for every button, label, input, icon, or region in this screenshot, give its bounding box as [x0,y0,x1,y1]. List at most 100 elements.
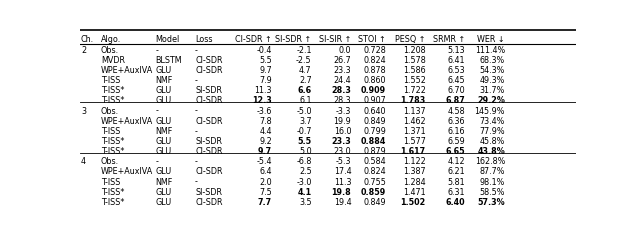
Text: 6.31: 6.31 [448,188,465,197]
Text: 0.728: 0.728 [364,46,386,55]
Text: 29.2%: 29.2% [477,97,505,106]
Text: 6.4: 6.4 [259,167,272,176]
Text: CI-SDR: CI-SDR [195,147,223,156]
Text: GLU: GLU [156,117,172,126]
Text: CI-SDR: CI-SDR [195,56,223,65]
Text: CI-SDR: CI-SDR [195,117,223,126]
Text: GLU: GLU [156,86,172,95]
Text: -: - [156,46,158,55]
Text: CI-SDR: CI-SDR [195,167,223,176]
Text: GLU: GLU [156,97,172,106]
Text: 0.849: 0.849 [364,117,386,126]
Text: 0.909: 0.909 [361,86,386,95]
Text: 6.65: 6.65 [446,147,465,156]
Text: NMF: NMF [156,76,173,85]
Text: 1.471: 1.471 [403,188,426,197]
Text: CI-SDR: CI-SDR [195,198,223,207]
Text: 6.45: 6.45 [448,76,465,85]
Text: 58.5%: 58.5% [479,188,505,197]
Text: -: - [195,46,198,55]
Text: Ch.: Ch. [81,35,94,44]
Text: -2.1: -2.1 [296,46,312,55]
Text: 28.3: 28.3 [333,97,351,106]
Text: 6.53: 6.53 [448,66,465,75]
Text: 0.860: 0.860 [364,76,386,85]
Text: 2.0: 2.0 [259,178,272,187]
Text: -3.6: -3.6 [257,107,272,116]
Text: Algo.: Algo. [101,35,121,44]
Text: NMF: NMF [156,178,173,187]
Text: -0.4: -0.4 [257,46,272,55]
Text: 7.9: 7.9 [259,76,272,85]
Text: SI-SDR: SI-SDR [195,137,222,146]
Text: 4.7: 4.7 [299,66,312,75]
Text: STOI ↑: STOI ↑ [358,35,386,44]
Text: 11.3: 11.3 [255,86,272,95]
Text: 1.387: 1.387 [403,167,426,176]
Text: 9.7: 9.7 [258,147,272,156]
Text: 1.502: 1.502 [401,198,426,207]
Text: 6.6: 6.6 [298,86,312,95]
Text: 24.4: 24.4 [333,76,351,85]
Text: 57.3%: 57.3% [477,198,505,207]
Text: -5.4: -5.4 [257,157,272,166]
Text: 0.878: 0.878 [364,66,386,75]
Text: 7.5: 7.5 [259,188,272,197]
Text: -: - [195,157,198,166]
Text: T-ISS*: T-ISS* [101,188,124,197]
Text: T-ISS*: T-ISS* [101,137,124,146]
Text: 111.4%: 111.4% [475,46,505,55]
Text: 1.552: 1.552 [403,76,426,85]
Text: CI-SDR: CI-SDR [195,66,223,75]
Text: 23.0: 23.0 [333,147,351,156]
Text: SRMR ↑: SRMR ↑ [433,35,465,44]
Text: BLSTM: BLSTM [156,56,182,65]
Text: 26.7: 26.7 [333,56,351,65]
Text: 3.7: 3.7 [299,117,312,126]
Text: 145.9%: 145.9% [475,107,505,116]
Text: 98.1%: 98.1% [480,178,505,187]
Text: 0.879: 0.879 [364,147,386,156]
Text: 6.21: 6.21 [448,167,465,176]
Text: 1.783: 1.783 [401,97,426,106]
Text: 4: 4 [81,157,86,166]
Text: -3.3: -3.3 [336,107,351,116]
Text: 12.3: 12.3 [252,97,272,106]
Text: -: - [195,127,198,136]
Text: SI-SIR ↑: SI-SIR ↑ [319,35,351,44]
Text: 0.907: 0.907 [364,97,386,106]
Text: -0.7: -0.7 [296,127,312,136]
Text: 0.859: 0.859 [361,188,386,197]
Text: T-ISS*: T-ISS* [101,97,124,106]
Text: Obs.: Obs. [101,46,119,55]
Text: T-ISS: T-ISS [101,76,120,85]
Text: WER ↓: WER ↓ [477,35,505,44]
Text: Obs.: Obs. [101,107,119,116]
Text: 5.13: 5.13 [448,46,465,55]
Text: -: - [195,178,198,187]
Text: 0.0: 0.0 [339,46,351,55]
Text: 6.1: 6.1 [299,97,312,106]
Text: -: - [156,157,158,166]
Text: 6.40: 6.40 [446,198,465,207]
Text: 17.4: 17.4 [333,167,351,176]
Text: 9.7: 9.7 [259,66,272,75]
Text: 0.640: 0.640 [364,107,386,116]
Text: 2: 2 [81,46,86,55]
Text: PESQ ↑: PESQ ↑ [396,35,426,44]
Text: 19.4: 19.4 [333,198,351,207]
Text: SI-SDR ↑: SI-SDR ↑ [275,35,312,44]
Text: CI-SDR ↑: CI-SDR ↑ [236,35,272,44]
Text: 0.755: 0.755 [363,178,386,187]
Text: 11.3: 11.3 [334,178,351,187]
Text: 1.284: 1.284 [403,178,426,187]
Text: -: - [195,76,198,85]
Text: 6.41: 6.41 [448,56,465,65]
Text: 28.3: 28.3 [332,86,351,95]
Text: 4.1: 4.1 [298,188,312,197]
Text: GLU: GLU [156,147,172,156]
Text: 1.371: 1.371 [403,127,426,136]
Text: NMF: NMF [156,127,173,136]
Text: 4.4: 4.4 [259,127,272,136]
Text: 4.58: 4.58 [448,107,465,116]
